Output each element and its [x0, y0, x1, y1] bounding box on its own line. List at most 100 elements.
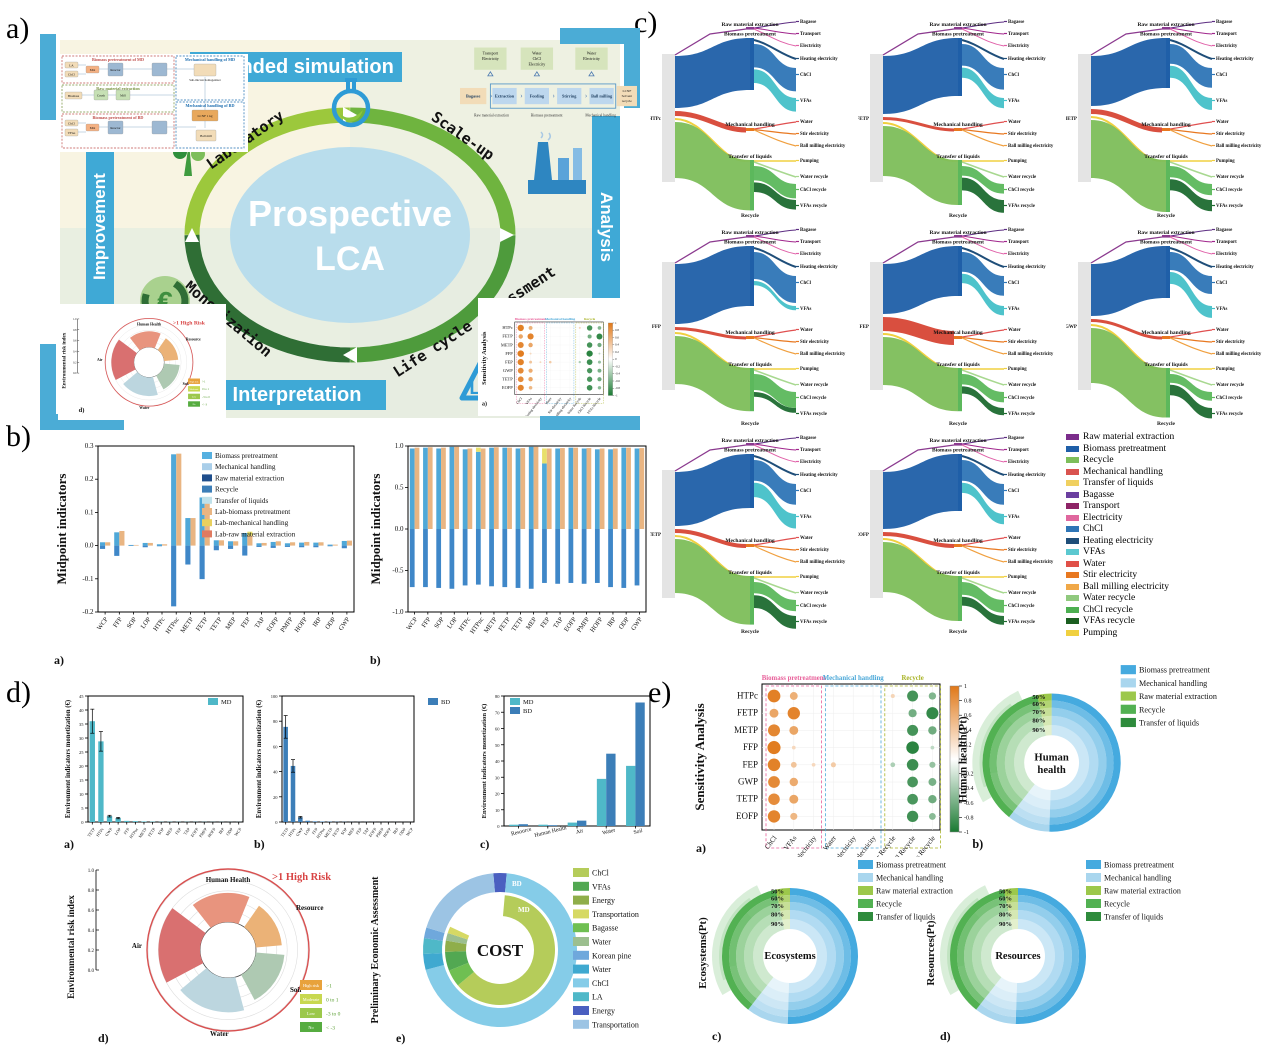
svg-text:Raw material extraction: Raw material extraction [876, 887, 953, 896]
svg-text:Raw material extraction: Raw material extraction [929, 230, 986, 236]
svg-text:Human Health: Human Health [206, 876, 251, 884]
svg-text:20: 20 [273, 795, 278, 800]
svg-text:Electricity: Electricity [482, 56, 499, 61]
svg-text:Ball milling: Ball milling [591, 94, 613, 99]
svg-text:Sensitivity Analysis: Sensitivity Analysis [481, 331, 488, 385]
svg-text:ODP: ODP [324, 616, 337, 631]
svg-text:45: 45 [79, 694, 84, 699]
svg-text:Resource: Resource [186, 338, 201, 342]
svg-text:VFAs: VFAs [1216, 99, 1228, 104]
svg-text:FFP: FFP [743, 742, 758, 752]
svg-text:Raw material extraction: Raw material extraction [96, 86, 140, 91]
svg-text:VFAs recycle: VFAs recycle [1216, 412, 1243, 417]
svg-text:0.3: 0.3 [85, 442, 94, 450]
svg-text:Biomass pretreatment: Biomass pretreatment [1140, 240, 1192, 246]
svg-text:Electricity: Electricity [800, 252, 822, 257]
svg-text:HTPnc: HTPnc [469, 616, 485, 635]
svg-text:BD: BD [512, 880, 522, 888]
svg-text:Electricity: Electricity [1216, 252, 1238, 257]
svg-text:Water recycle: Water recycle [800, 175, 828, 180]
svg-text:SOP: SOP [433, 616, 446, 630]
svg-text:Transportation: Transportation [592, 910, 639, 919]
svg-text:EOFP: EOFP [858, 533, 869, 538]
svg-text:Soil: Soil [290, 986, 301, 994]
svg-text:Biomass pretreatment: Biomass pretreatment [724, 240, 776, 246]
svg-text:Transport: Transport [800, 240, 821, 245]
svg-text:Human Health: Human Health [534, 825, 567, 839]
svg-text:PMFP: PMFP [279, 616, 294, 634]
svg-text:a): a) [696, 841, 706, 855]
svg-text:TAP: TAP [254, 616, 267, 630]
svg-text:WCP: WCP [405, 616, 419, 632]
svg-text:Bagasse: Bagasse [1008, 20, 1024, 25]
svg-text:METP: METP [483, 616, 499, 635]
svg-text:Electricity: Electricity [800, 44, 822, 49]
svg-text:Human health(Pt): Human health(Pt) [957, 716, 969, 803]
svg-text:60%: 60% [771, 896, 784, 903]
svg-text:-0.2: -0.2 [82, 608, 94, 616]
svg-text:FEP: FEP [505, 359, 513, 364]
svg-text:Bagasse: Bagasse [1008, 436, 1024, 441]
svg-text:ChCl: ChCl [800, 281, 812, 286]
svg-text:Mechanical handling of BD: Mechanical handling of BD [186, 103, 235, 108]
svg-text:70: 70 [495, 710, 500, 715]
svg-text:30: 30 [495, 775, 500, 780]
legend-item: VFAs recycle [1066, 616, 1266, 626]
svg-text:30: 30 [79, 736, 84, 741]
svg-text:METP: METP [179, 616, 195, 635]
svg-text:Biomass pretreatment: Biomass pretreatment [932, 448, 984, 454]
svg-text:Human Health: Human Health [137, 322, 162, 326]
svg-text:Water: Water [800, 120, 814, 125]
svg-text:5: 5 [81, 806, 84, 811]
svg-text:Biomass pretreatment: Biomass pretreatment [724, 32, 776, 38]
svg-text:40: 40 [495, 759, 500, 764]
svg-text:Transport: Transport [1216, 32, 1237, 37]
svg-text:Transfer of liquids: Transfer of liquids [1104, 913, 1163, 922]
svg-text:-0.6: -0.6 [615, 379, 620, 383]
svg-text:Solvent: Solvent [622, 94, 633, 98]
midpoint-indicators-bar-chart-a: -0.2 -0.1 0.0 0.1 0.2 0.3 Midpoint indicators W… [52, 436, 360, 668]
svg-text:Raw material extraction: Raw material extraction [1139, 692, 1217, 701]
svg-text:ChCl: ChCl [1008, 73, 1020, 78]
svg-text:90%: 90% [771, 921, 784, 928]
svg-text:0.4: 0.4 [88, 929, 95, 934]
svg-text:0.8: 0.8 [615, 328, 619, 332]
svg-text:SOP: SOP [157, 826, 166, 836]
legend-item: ChCl [1066, 524, 1266, 534]
svg-text:Mechanical handling: Mechanical handling [933, 330, 983, 336]
sankey-ffp: FFP Raw material extraction Biomass pretre… [650, 222, 853, 427]
svg-text:Recycle: Recycle [741, 421, 760, 427]
svg-text:›: › [585, 92, 587, 100]
sensitivity-matrix-inset: Sensitivity Analysis Biomass pretreatment… [478, 298, 642, 424]
svg-text:ChCl recycle: ChCl recycle [1008, 188, 1034, 193]
legend-item: Mechanical handling [1066, 467, 1266, 477]
legend-item: Pumping [1066, 628, 1266, 638]
svg-text:80%: 80% [771, 912, 784, 919]
svg-text:0.1: 0.1 [85, 508, 94, 516]
svg-text:-0.4: -0.4 [615, 372, 620, 376]
svg-text:Mechanical handling: Mechanical handling [725, 330, 775, 336]
svg-text:VFAs recycle: VFAs recycle [1008, 412, 1035, 417]
svg-text:METP: METP [734, 725, 758, 735]
svg-text:EOFP: EOFP [502, 385, 513, 390]
svg-text:PMFP: PMFP [198, 826, 209, 838]
svg-text:Recycle: Recycle [1104, 900, 1130, 909]
svg-text:Water: Water [602, 827, 616, 836]
svg-text:Water recycle: Water recycle [1008, 591, 1036, 596]
svg-text:Raw material extraction: Raw material extraction [721, 230, 778, 236]
corner-bracket [560, 28, 640, 44]
svg-text:Water recycle: Water recycle [800, 591, 828, 596]
svg-text:1.0: 1.0 [395, 442, 404, 450]
svg-text:WCP: WCP [405, 826, 415, 837]
svg-text:Bagasse: Bagasse [1216, 20, 1232, 25]
svg-text:VFAs: VFAs [68, 131, 76, 135]
svg-text:FETP: FETP [737, 708, 758, 718]
svg-text:20: 20 [79, 764, 84, 769]
svg-text:Electricity: Electricity [1008, 252, 1030, 257]
svg-text:Ball milling electricity: Ball milling electricity [1008, 144, 1054, 149]
svg-text:0.4: 0.4 [615, 343, 619, 347]
svg-text:Water recycle: Water recycle [1216, 383, 1244, 388]
svg-text:c): c) [712, 1029, 721, 1043]
svg-text:Lab-raw material extraction: Lab-raw material extraction [215, 530, 296, 538]
svg-text:ChCl recycle: ChCl recycle [1008, 396, 1034, 401]
